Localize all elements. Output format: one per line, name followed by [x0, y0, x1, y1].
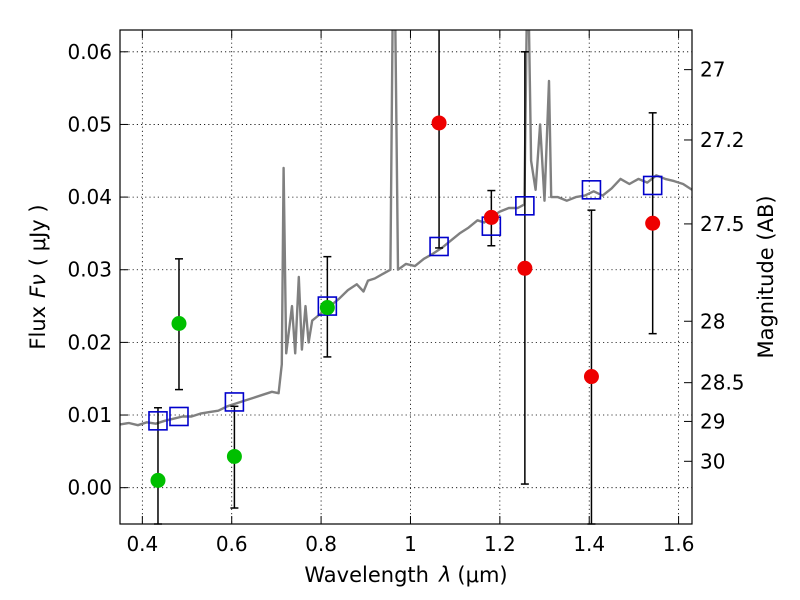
red-point [483, 209, 499, 225]
y-tick-label: 0.01 [67, 403, 112, 427]
right-tick-label: 27.5 [700, 212, 745, 236]
right-tick-label: 27.2 [700, 128, 745, 152]
plot-frame [119, 29, 693, 525]
model-square [169, 406, 189, 427]
y-tick-label: 0.05 [67, 112, 112, 136]
x-tick-label: 1.6 [663, 532, 695, 556]
x-tick-label: 1.2 [484, 532, 516, 556]
green-point [171, 315, 187, 331]
spectrum-layer [120, 30, 692, 427]
y-tick-label: 0.04 [67, 185, 112, 209]
red-point [517, 260, 533, 276]
model-square [317, 296, 338, 316]
model-square [148, 411, 168, 431]
grid-lines [120, 30, 692, 524]
green-point [150, 472, 166, 488]
x-tick-label: 1.4 [573, 532, 605, 556]
right-tick-label: 28 [700, 309, 725, 333]
x-axis-label: Wavelength λ (μm) [304, 563, 507, 587]
x-tick-label: 1 [404, 532, 417, 556]
model-square [642, 175, 663, 196]
right-axis-label: Magnitude (AB) [754, 195, 778, 358]
x-tick-label: 0.6 [216, 532, 248, 556]
model-square [429, 236, 449, 257]
x-tick-label: 0.8 [305, 532, 337, 556]
model-square [515, 196, 535, 216]
right-tick-label: 27 [700, 58, 725, 82]
y-tick-label: 0.03 [67, 258, 112, 282]
right-tick-label: 30 [700, 449, 725, 473]
x-tick-label: 0.4 [126, 532, 158, 556]
spectrum-line [120, 30, 692, 427]
tick-layer: 0.4 0.6 0.8 1 1.2 1.4 1.6 0.00 0.01 0.02 0.03 0.04 0… [67, 30, 745, 556]
right-tick-label: 29 [700, 409, 725, 433]
y-tick-label: 0.02 [67, 330, 112, 354]
y-tick-label: 0.06 [67, 40, 112, 64]
red-point [645, 215, 661, 231]
green-point [226, 448, 242, 464]
green-point [319, 300, 335, 316]
red-point [583, 369, 599, 385]
right-tick-label: 28.5 [700, 371, 745, 395]
model-square [224, 392, 245, 412]
model-square [581, 180, 602, 200]
y-tick-label: 0.00 [67, 476, 112, 500]
marker-layer [148, 30, 663, 525]
y-axis-label: FluxFν( μJy ) [26, 204, 50, 349]
red-point [431, 115, 447, 131]
